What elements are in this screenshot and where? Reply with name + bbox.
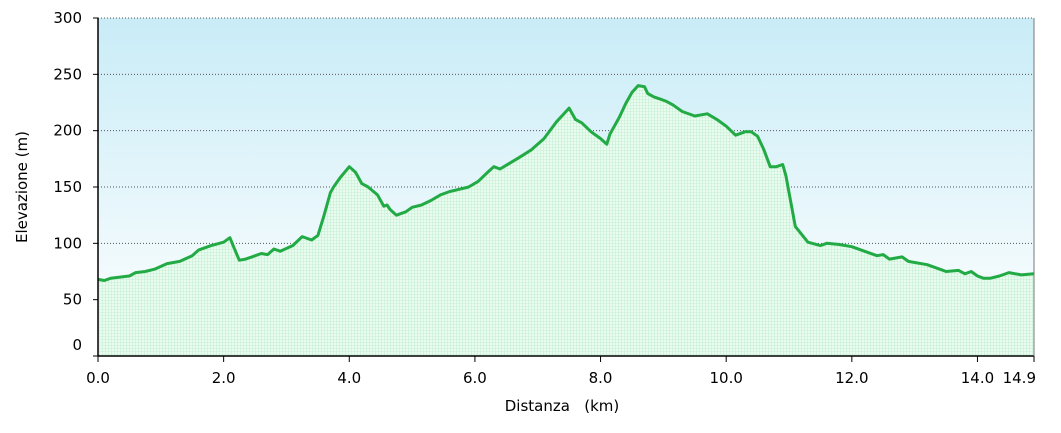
x-tick-label: 12.0 — [835, 369, 868, 387]
y-tick-label: 250 — [53, 65, 82, 83]
y-tick-label: 100 — [53, 234, 82, 252]
elevation-line — [97, 84, 1035, 282]
y-tick-label: 200 — [53, 122, 82, 140]
x-tick-label: 8.0 — [589, 369, 613, 387]
y-tick-label: 0 — [72, 336, 82, 354]
x-tick-label: 2.0 — [212, 369, 236, 387]
y-tick-label: 50 — [63, 291, 82, 309]
x-tick-label: 4.0 — [337, 369, 361, 387]
x-tick-label: 14.0 — [961, 369, 994, 387]
x-tick-label: 6.0 — [463, 369, 487, 387]
y-tick-label: 150 — [53, 178, 82, 196]
y-tick-label: 300 — [53, 9, 82, 27]
x-tick-label: 14.9 — [1003, 369, 1036, 387]
y-axis-title: Elevazione (m) — [13, 131, 31, 243]
y-ticks: 0 50 100 150 200 250 300 — [53, 9, 98, 357]
x-tick-label: 10.0 — [709, 369, 742, 387]
x-ticks: 0.0 2.0 4.0 6.0 8.0 10.0 12.0 14.0 14.9 — [86, 356, 1036, 387]
x-tick-label: 0.0 — [86, 369, 110, 387]
x-axis-title: Distanza (km) — [505, 397, 620, 415]
elevation-area — [98, 85, 1034, 356]
